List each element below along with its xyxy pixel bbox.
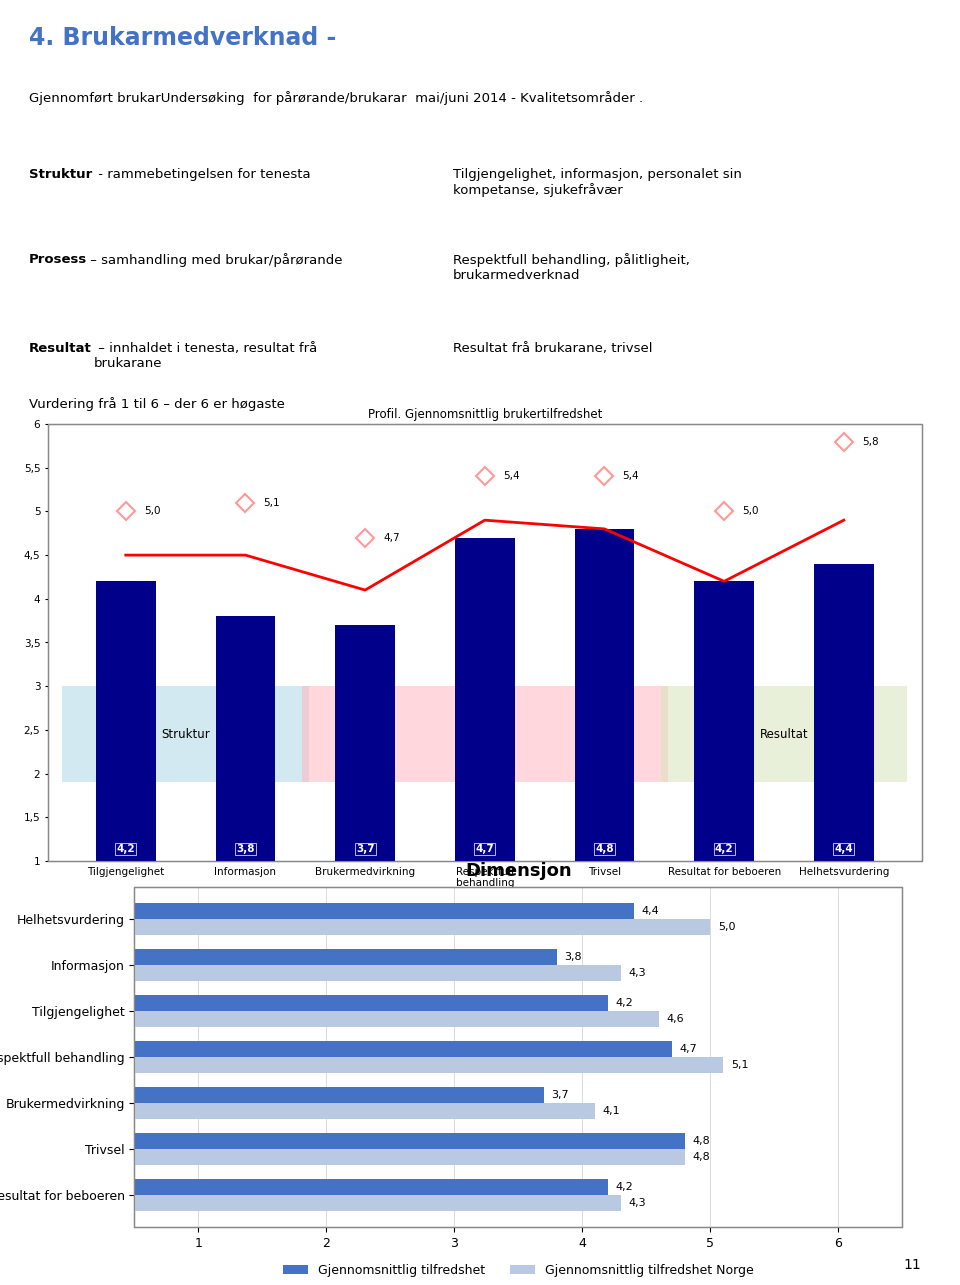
Bar bbox=[694, 581, 754, 948]
Text: 5,1: 5,1 bbox=[263, 497, 280, 508]
Bar bbox=[70, 1103, 595, 1119]
Text: 3,8: 3,8 bbox=[236, 844, 254, 855]
Bar bbox=[335, 625, 396, 948]
Text: 4,7: 4,7 bbox=[383, 533, 399, 542]
Text: Struktur: Struktur bbox=[161, 727, 210, 740]
Text: Resultat frå brukarane, trivsel: Resultat frå brukarane, trivsel bbox=[453, 342, 653, 355]
Bar bbox=[660, 686, 907, 783]
Bar bbox=[134, 887, 902, 1227]
Text: – samhandling med brukar/pårørande: – samhandling med brukar/pårørande bbox=[85, 253, 342, 267]
Text: 4,8: 4,8 bbox=[692, 1136, 710, 1146]
Text: 4,2: 4,2 bbox=[615, 998, 634, 1007]
Text: 5,8: 5,8 bbox=[862, 437, 878, 446]
Bar bbox=[455, 537, 515, 948]
Text: 4,7: 4,7 bbox=[680, 1043, 697, 1054]
Text: 3,8: 3,8 bbox=[564, 952, 582, 962]
Text: 4,2: 4,2 bbox=[715, 844, 733, 855]
Text: 5,0: 5,0 bbox=[144, 506, 160, 517]
Bar bbox=[70, 995, 608, 1011]
Bar bbox=[70, 1056, 723, 1073]
Text: – innhaldet i tenesta, resultat frå
brukarane: – innhaldet i tenesta, resultat frå bruk… bbox=[94, 342, 317, 370]
Bar bbox=[70, 948, 557, 965]
Text: 11: 11 bbox=[904, 1258, 922, 1272]
Text: 5,0: 5,0 bbox=[742, 506, 758, 517]
Text: Vurdering frå 1 til 6 – der 6 er høgaste: Vurdering frå 1 til 6 – der 6 er høgaste bbox=[29, 397, 285, 411]
Bar bbox=[574, 529, 635, 948]
Title: Dimensjon: Dimensjon bbox=[465, 861, 572, 879]
Bar bbox=[70, 1087, 544, 1103]
Text: 5,4: 5,4 bbox=[622, 472, 639, 482]
Text: Struktur: Struktur bbox=[29, 168, 92, 181]
Text: 4,2: 4,2 bbox=[615, 1182, 634, 1192]
Text: - rammebetingelsen for tenesta: - rammebetingelsen for tenesta bbox=[94, 168, 310, 181]
Text: Prosess: Prosess bbox=[29, 253, 87, 266]
Bar bbox=[70, 965, 621, 980]
Text: 4,1: 4,1 bbox=[603, 1106, 620, 1115]
Bar bbox=[70, 1178, 608, 1195]
Text: 5,0: 5,0 bbox=[718, 921, 735, 932]
Text: Gjennomført brukarUndersøking  for pårørande/brukarar  mai/juni 2014 - Kvalitets: Gjennomført brukarUndersøking for pårøra… bbox=[29, 91, 643, 105]
Bar bbox=[814, 564, 874, 948]
Text: Respektfull behandling, pålitligheit,
brukarmedverknad: Respektfull behandling, pålitligheit, br… bbox=[453, 253, 690, 283]
Bar bbox=[70, 919, 710, 935]
Bar bbox=[70, 1011, 660, 1027]
Text: Resultat: Resultat bbox=[29, 342, 91, 355]
Text: 4,4: 4,4 bbox=[641, 906, 659, 916]
Legend: Gol, Gjennomsnitt, Høyeste kommune: Gol, Gjennomsnitt, Høyeste kommune bbox=[322, 957, 648, 978]
Bar bbox=[96, 581, 156, 948]
Text: 4,3: 4,3 bbox=[629, 1198, 646, 1208]
Text: 5,1: 5,1 bbox=[731, 1060, 749, 1070]
Legend: Gjennomsnittlig tilfredshet, Gjennomsnittlig tilfredshet Norge: Gjennomsnittlig tilfredshet, Gjennomsnit… bbox=[278, 1259, 758, 1282]
Title: Profil. Gjennomsnittlig brukertilfredshet: Profil. Gjennomsnittlig brukertilfredshe… bbox=[368, 409, 602, 421]
Text: Prosess: Prosess bbox=[463, 727, 507, 740]
Bar bbox=[70, 1149, 684, 1165]
Bar bbox=[70, 1195, 621, 1210]
Bar bbox=[216, 617, 276, 948]
Text: 4,6: 4,6 bbox=[667, 1014, 684, 1024]
Text: 4,4: 4,4 bbox=[834, 844, 853, 855]
Text: 4,2: 4,2 bbox=[116, 844, 135, 855]
Bar bbox=[62, 686, 309, 783]
Text: 3,7: 3,7 bbox=[552, 1090, 569, 1100]
Text: Resultat: Resultat bbox=[759, 727, 808, 740]
Bar bbox=[70, 1133, 684, 1149]
Bar bbox=[301, 686, 668, 783]
Text: 4,3: 4,3 bbox=[629, 968, 646, 978]
Text: 3,7: 3,7 bbox=[356, 844, 374, 855]
Bar bbox=[70, 1041, 672, 1056]
Bar bbox=[70, 903, 634, 919]
Text: 4,7: 4,7 bbox=[475, 844, 494, 855]
Bar bbox=[48, 424, 922, 861]
Text: 4,8: 4,8 bbox=[692, 1151, 710, 1162]
Text: 4. Brukarmedverknad -: 4. Brukarmedverknad - bbox=[29, 26, 336, 50]
Text: 5,4: 5,4 bbox=[503, 472, 519, 482]
Text: Tilgjengelighet, informasjon, personalet sin
kompetanse, sjukefråvær: Tilgjengelighet, informasjon, personalet… bbox=[453, 168, 742, 198]
Text: 4,8: 4,8 bbox=[595, 844, 613, 855]
